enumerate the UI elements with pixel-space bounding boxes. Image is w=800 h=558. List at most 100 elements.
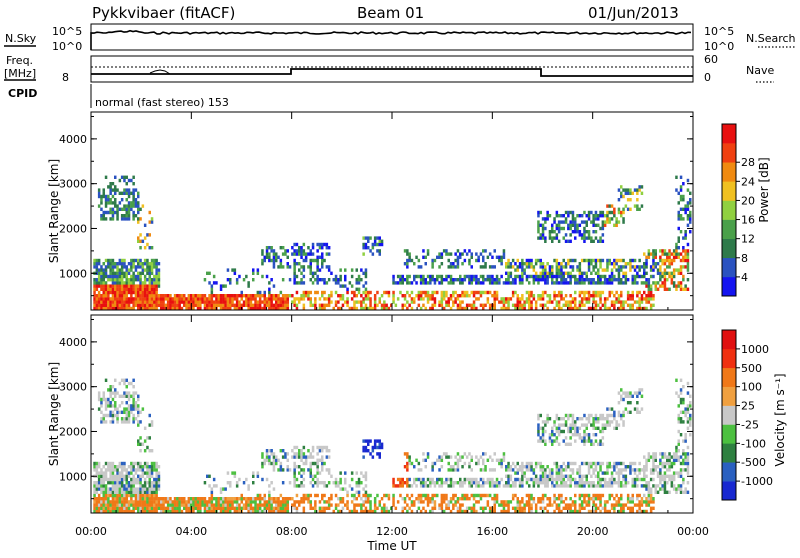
velocity-cell (636, 411, 639, 414)
velocity-cell (222, 497, 225, 500)
velocity-cell (491, 459, 494, 462)
velocity-cell (620, 471, 623, 474)
power-cell (549, 275, 552, 278)
power-cell (597, 224, 600, 227)
velocity-cell (406, 503, 409, 506)
velocity-cell (606, 465, 609, 468)
velocity-cell (287, 503, 290, 506)
velocity-cell (261, 503, 264, 506)
velocity-cell (553, 500, 556, 503)
power-cell (149, 262, 152, 265)
power-cell (576, 224, 579, 227)
velocity-cell (204, 500, 207, 503)
power-cell (128, 204, 131, 207)
velocity-cell (144, 478, 147, 481)
velocity-cell (521, 500, 524, 503)
power-cell (507, 259, 510, 262)
power-cell (149, 288, 152, 291)
velocity-cell (112, 487, 115, 490)
velocity-cell (236, 503, 239, 506)
power-cell (579, 262, 582, 265)
power-cell (431, 265, 434, 268)
velocity-cell (112, 385, 115, 388)
power-cell (220, 297, 223, 300)
velocity-cell (636, 391, 639, 394)
power-cell (569, 220, 572, 223)
velocity-cell (556, 507, 559, 510)
velocity-cell (369, 439, 372, 442)
power-cell (540, 224, 543, 227)
power-cell (549, 214, 552, 217)
velocity-cell (270, 500, 273, 503)
power-cell (450, 294, 453, 297)
power-cell (540, 272, 543, 275)
power-cell (314, 278, 317, 281)
velocity-cell (438, 507, 441, 510)
velocity-cell (648, 455, 651, 458)
power-cell (365, 243, 368, 246)
power-cell (454, 300, 457, 303)
velocity-cell (494, 468, 497, 471)
velocity-cell (494, 507, 497, 510)
velocity-cell (590, 465, 593, 468)
velocity-cell (484, 452, 487, 455)
velocity-cell (482, 462, 485, 465)
velocity-cell (408, 484, 411, 487)
velocity-cell (450, 484, 453, 487)
power-cell (611, 268, 614, 271)
power-cell (673, 272, 676, 275)
velocity-cell (438, 503, 441, 506)
power-cell (293, 268, 296, 271)
velocity-cell (484, 494, 487, 497)
power-cell (618, 297, 621, 300)
power-cell (114, 300, 117, 303)
velocity-cell (457, 468, 460, 471)
power-cell (452, 278, 455, 281)
power-cell (678, 227, 681, 230)
velocity-cell (530, 507, 533, 510)
velocity-cell (146, 500, 149, 503)
power-cell (500, 300, 503, 303)
velocity-cell (119, 471, 122, 474)
power-cell (579, 300, 582, 303)
velocity-cell (174, 500, 177, 503)
power-cell (178, 297, 181, 300)
velocity-cell (135, 471, 138, 474)
power-cell (98, 304, 101, 307)
power-cell (135, 297, 138, 300)
power-cell (615, 217, 618, 220)
velocity-cell (135, 507, 138, 510)
velocity-cell (220, 497, 223, 500)
velocity-cell (137, 500, 140, 503)
power-cell (300, 297, 303, 300)
velocity-cell (579, 471, 582, 474)
velocity-cell (523, 507, 526, 510)
velocity-cell (471, 459, 474, 462)
power-cell (569, 294, 572, 297)
velocity-cell (112, 391, 115, 394)
power-cell (675, 188, 678, 191)
power-cell (211, 288, 214, 291)
velocity-cell (507, 503, 510, 506)
velocity-cell (227, 500, 230, 503)
power-cell (137, 204, 140, 207)
power-cell (316, 268, 319, 271)
power-cell (273, 265, 276, 268)
velocity-cell (500, 459, 503, 462)
velocity-cell (402, 478, 405, 481)
power-cell (615, 259, 618, 262)
power-cell (112, 288, 115, 291)
velocity-cell (429, 484, 432, 487)
velocity-cell (132, 500, 135, 503)
velocity-cell (556, 462, 559, 465)
power-cell (123, 288, 126, 291)
power-cell (310, 262, 313, 265)
power-cell (128, 201, 131, 204)
power-cell (604, 297, 607, 300)
velocity-cell (602, 430, 605, 433)
power-cell (149, 211, 152, 214)
velocity-cell (121, 462, 124, 465)
velocity-cell (503, 452, 506, 455)
velocity-cell (137, 420, 140, 423)
velocity-cell (374, 446, 377, 449)
